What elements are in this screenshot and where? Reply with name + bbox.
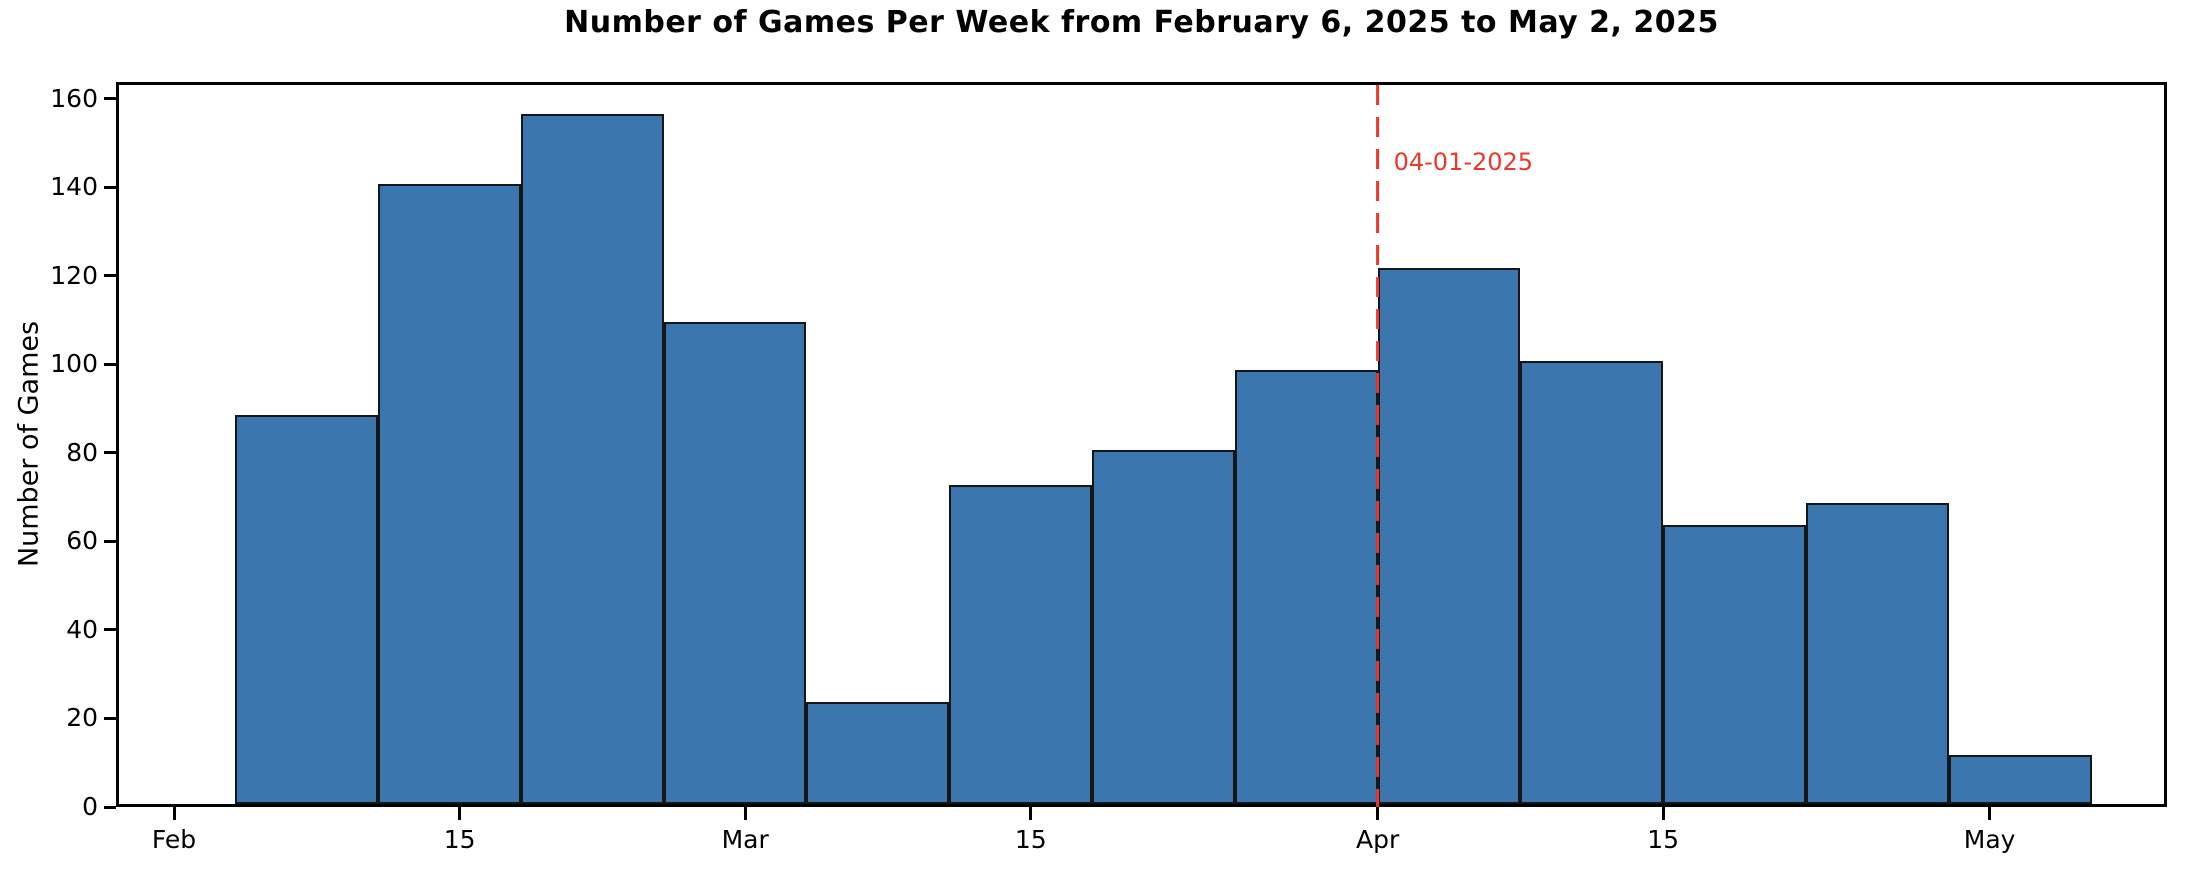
x-tick-mark bbox=[1661, 807, 1665, 820]
x-tick-label: Mar bbox=[721, 825, 769, 854]
y-tick-mark bbox=[104, 97, 116, 101]
y-tick-label: 160 bbox=[50, 83, 98, 113]
histogram-bar bbox=[1092, 449, 1235, 804]
y-tick-mark bbox=[104, 274, 116, 278]
y-tick-label: 100 bbox=[50, 349, 98, 379]
y-tick-mark bbox=[104, 805, 116, 809]
y-tick-mark bbox=[104, 185, 116, 189]
x-tick-label: Feb bbox=[151, 825, 197, 854]
histogram-bar bbox=[949, 485, 1092, 804]
histogram-bar bbox=[235, 414, 378, 804]
x-tick-mark bbox=[1376, 807, 1380, 820]
y-tick-mark bbox=[104, 451, 116, 455]
histogram-bar bbox=[663, 321, 807, 804]
histogram-bar bbox=[1806, 503, 1949, 804]
x-tick-label: 15 bbox=[1014, 825, 1047, 854]
histogram-bar bbox=[520, 113, 664, 804]
histogram-bar bbox=[378, 184, 521, 804]
y-tick-mark bbox=[104, 628, 116, 632]
y-tick-label: 20 bbox=[66, 703, 98, 733]
x-tick-mark bbox=[458, 807, 462, 820]
x-tick-mark bbox=[172, 807, 176, 820]
x-tick-label: 15 bbox=[1647, 825, 1680, 854]
x-tick-label: 15 bbox=[443, 825, 476, 854]
reference-line-layer bbox=[1376, 85, 1380, 810]
x-tick-mark bbox=[1988, 807, 1992, 820]
y-tick-mark bbox=[104, 539, 116, 543]
y-tick-label: 40 bbox=[66, 614, 98, 644]
y-tick-label: 80 bbox=[66, 437, 98, 467]
histogram-bar bbox=[1663, 525, 1806, 804]
y-tick-label: 140 bbox=[50, 172, 98, 202]
x-tick-mark bbox=[743, 807, 747, 820]
plot-area bbox=[116, 82, 2167, 810]
histogram-bar bbox=[1520, 361, 1664, 804]
reference-line-label: 04-01-2025 bbox=[1393, 148, 1534, 176]
chart-title: Number of Games Per Week from February 6… bbox=[564, 5, 1719, 40]
x-tick-label: May bbox=[1963, 825, 2016, 854]
y-tick-label: 60 bbox=[66, 526, 98, 556]
bar-layer bbox=[119, 85, 2164, 804]
histogram-bar bbox=[1234, 370, 1378, 804]
y-tick-mark bbox=[104, 716, 116, 720]
y-tick-mark bbox=[104, 362, 116, 366]
x-tick-mark bbox=[1029, 807, 1033, 820]
histogram-bar bbox=[1948, 755, 2092, 804]
y-tick-label: 120 bbox=[50, 260, 98, 290]
y-tick-label: 0 bbox=[82, 792, 98, 821]
histogram-bar bbox=[806, 702, 950, 804]
x-tick-label: Apr bbox=[1355, 825, 1400, 854]
